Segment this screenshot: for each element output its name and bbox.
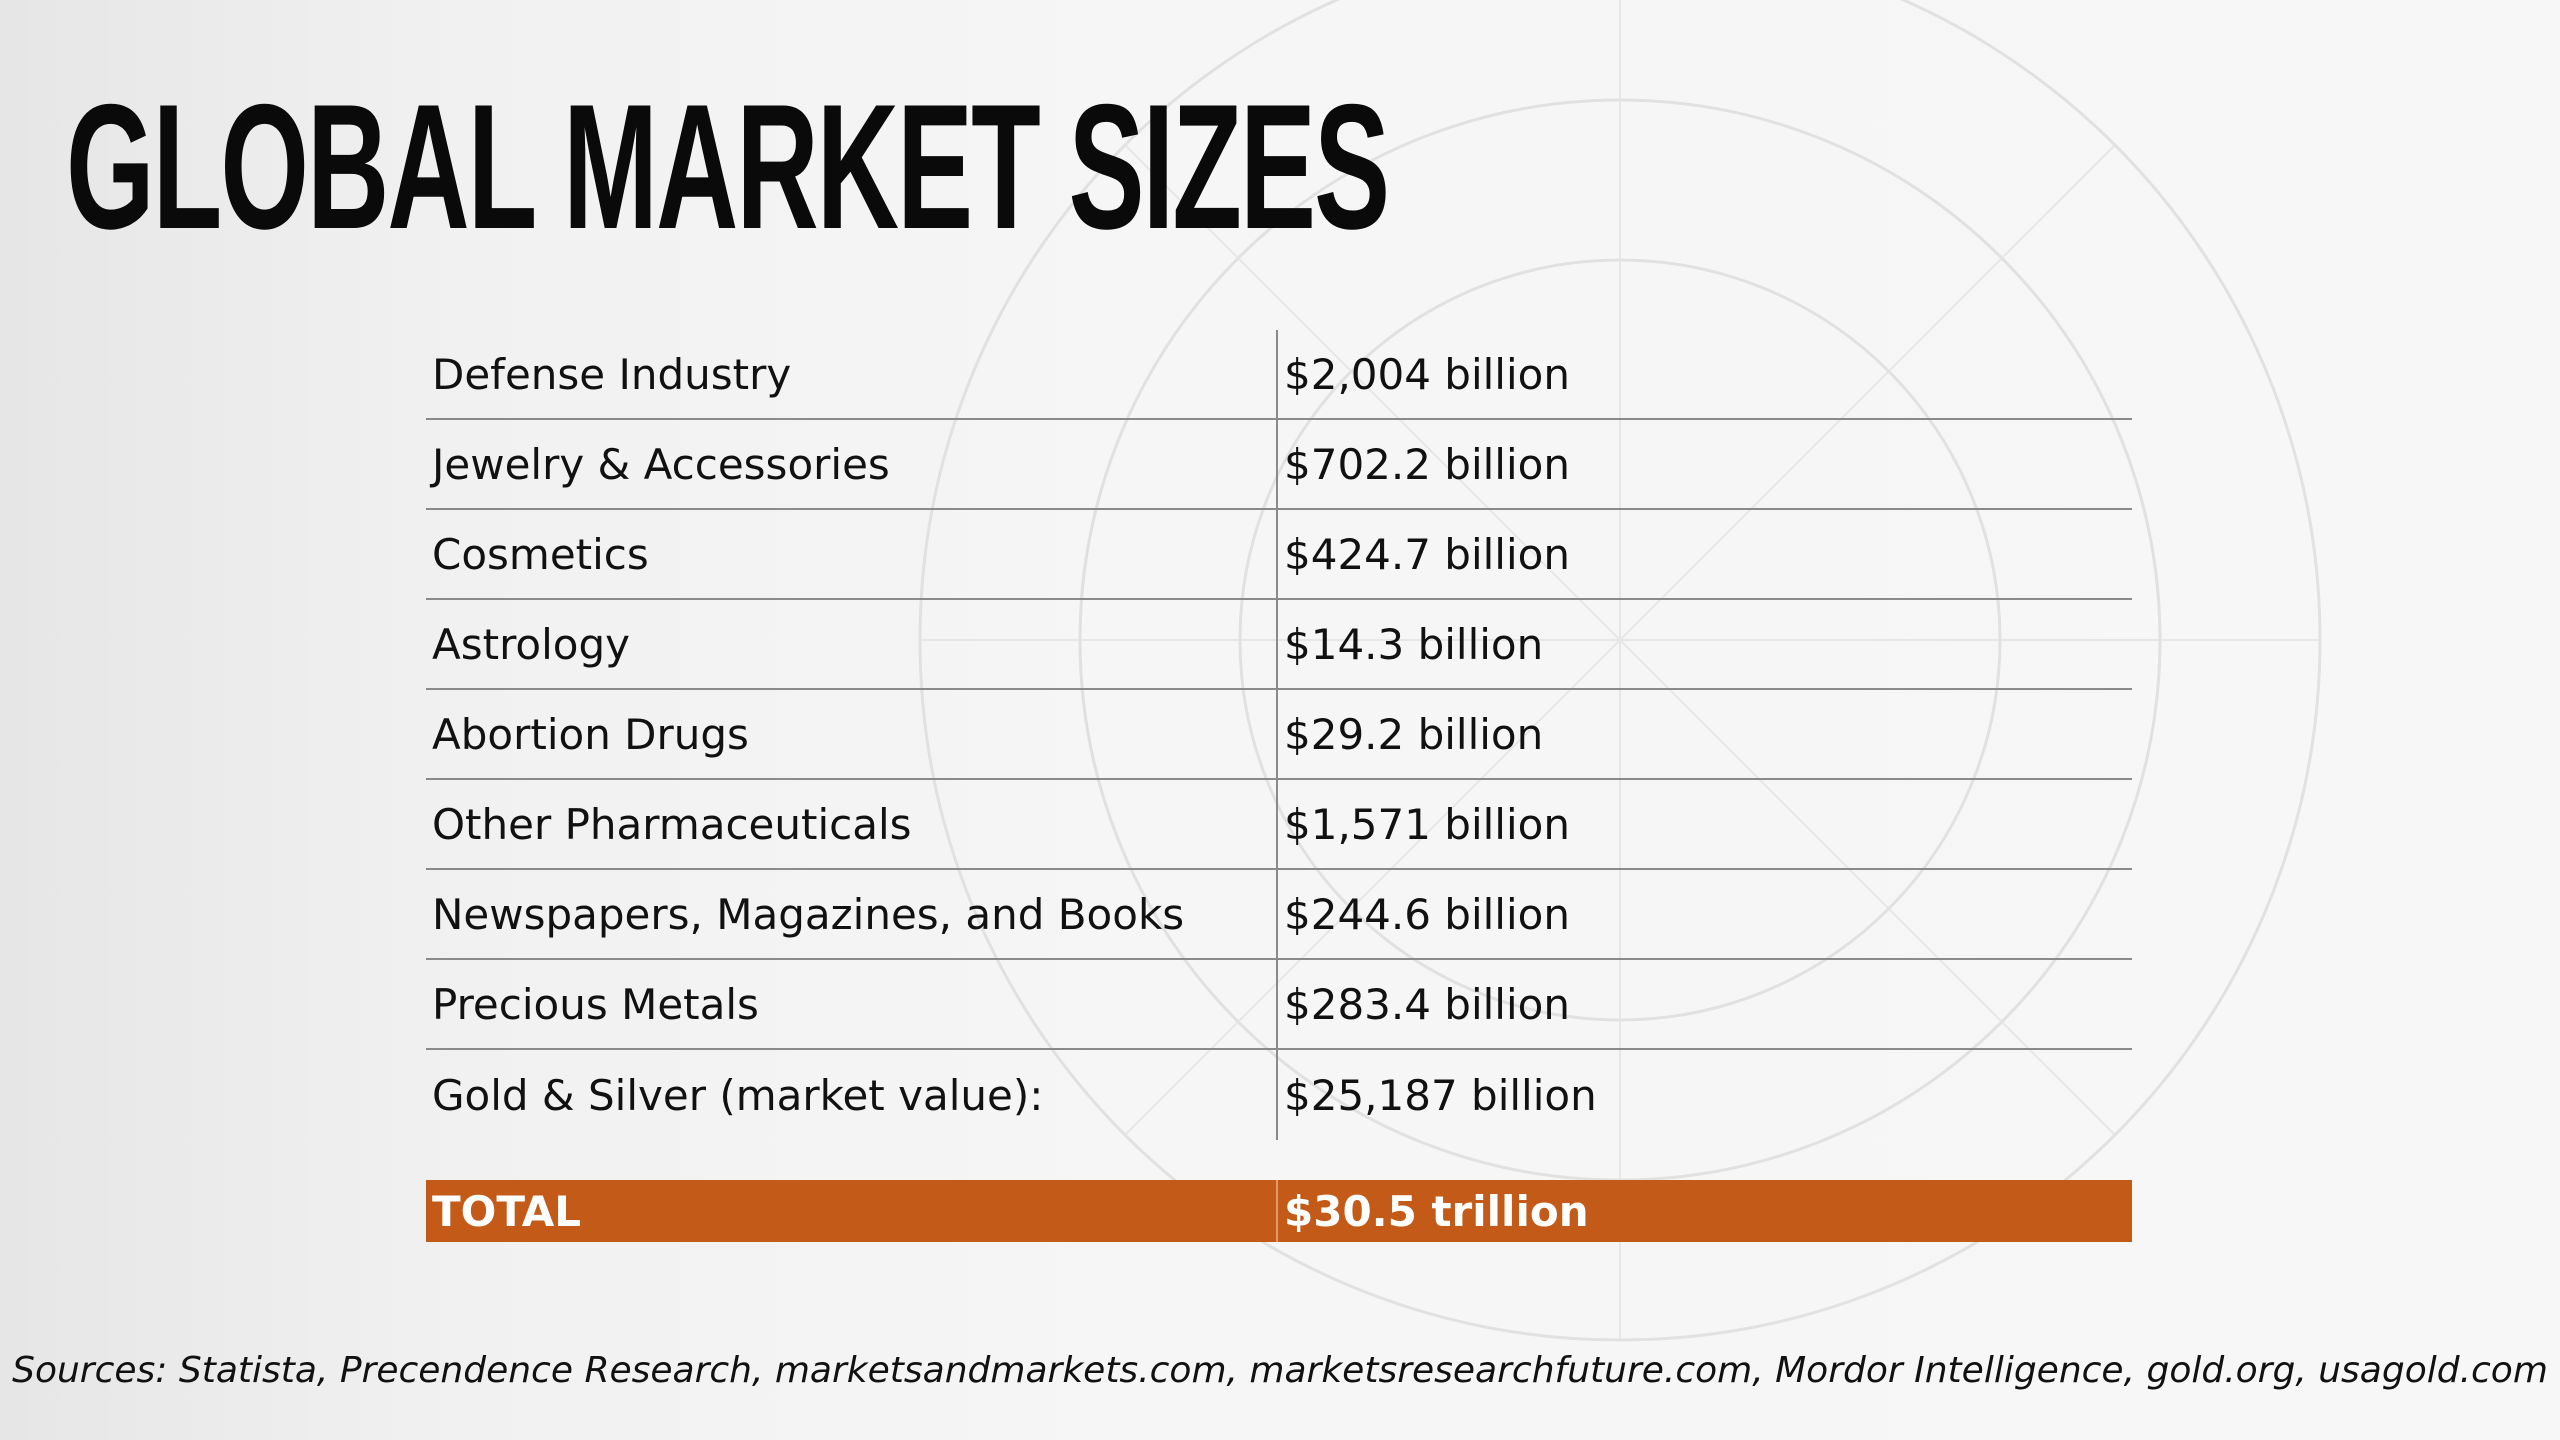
market-value: $25,187 billion (1284, 1070, 1597, 1120)
table-row: Abortion Drugs $29.2 billion (426, 690, 2132, 780)
market-value: $2,004 billion (1284, 349, 1570, 399)
market-name: Precious Metals (426, 960, 1278, 1048)
market-value: $424.7 billion (1284, 529, 1570, 579)
table-row: Jewelry & Accessories $702.2 billion (426, 420, 2132, 510)
total-label: TOTAL (426, 1180, 1278, 1242)
table-row: Defense Industry $2,004 billion (426, 330, 2132, 420)
sources-footnote: Sources: Statista, Precendence Research,… (12, 1350, 2548, 1391)
market-value: $244.6 billion (1284, 889, 1570, 939)
total-value: $30.5 trillion (1284, 1186, 1589, 1236)
market-name: Defense Industry (426, 330, 1278, 418)
market-name: Abortion Drugs (426, 690, 1278, 778)
market-value: $702.2 billion (1284, 439, 1570, 489)
market-value: $283.4 billion (1284, 979, 1570, 1029)
table-row: Precious Metals $283.4 billion (426, 960, 2132, 1050)
market-size-table: Defense Industry $2,004 billion Jewelry … (426, 330, 2132, 1140)
table-row: Astrology $14.3 billion (426, 600, 2132, 690)
table-row: Other Pharmaceuticals $1,571 billion (426, 780, 2132, 870)
table-row: Gold & Silver (market value): $25,187 bi… (426, 1050, 2132, 1140)
market-value: $29.2 billion (1284, 709, 1544, 759)
market-name: Astrology (426, 600, 1278, 688)
market-name: Jewelry & Accessories (426, 420, 1278, 508)
market-value: $14.3 billion (1284, 619, 1544, 669)
total-row: TOTAL $30.5 trillion (426, 1180, 2132, 1242)
table-row: Newspapers, Magazines, and Books $244.6 … (426, 870, 2132, 960)
market-name: Newspapers, Magazines, and Books (426, 870, 1278, 958)
table-row: Cosmetics $424.7 billion (426, 510, 2132, 600)
market-name: Cosmetics (426, 510, 1278, 598)
market-name: Other Pharmaceuticals (426, 780, 1278, 868)
market-name: Gold & Silver (market value): (426, 1050, 1278, 1140)
market-value: $1,571 billion (1284, 799, 1570, 849)
page-title: GLOBAL MARKET SIZES (66, 67, 1390, 266)
